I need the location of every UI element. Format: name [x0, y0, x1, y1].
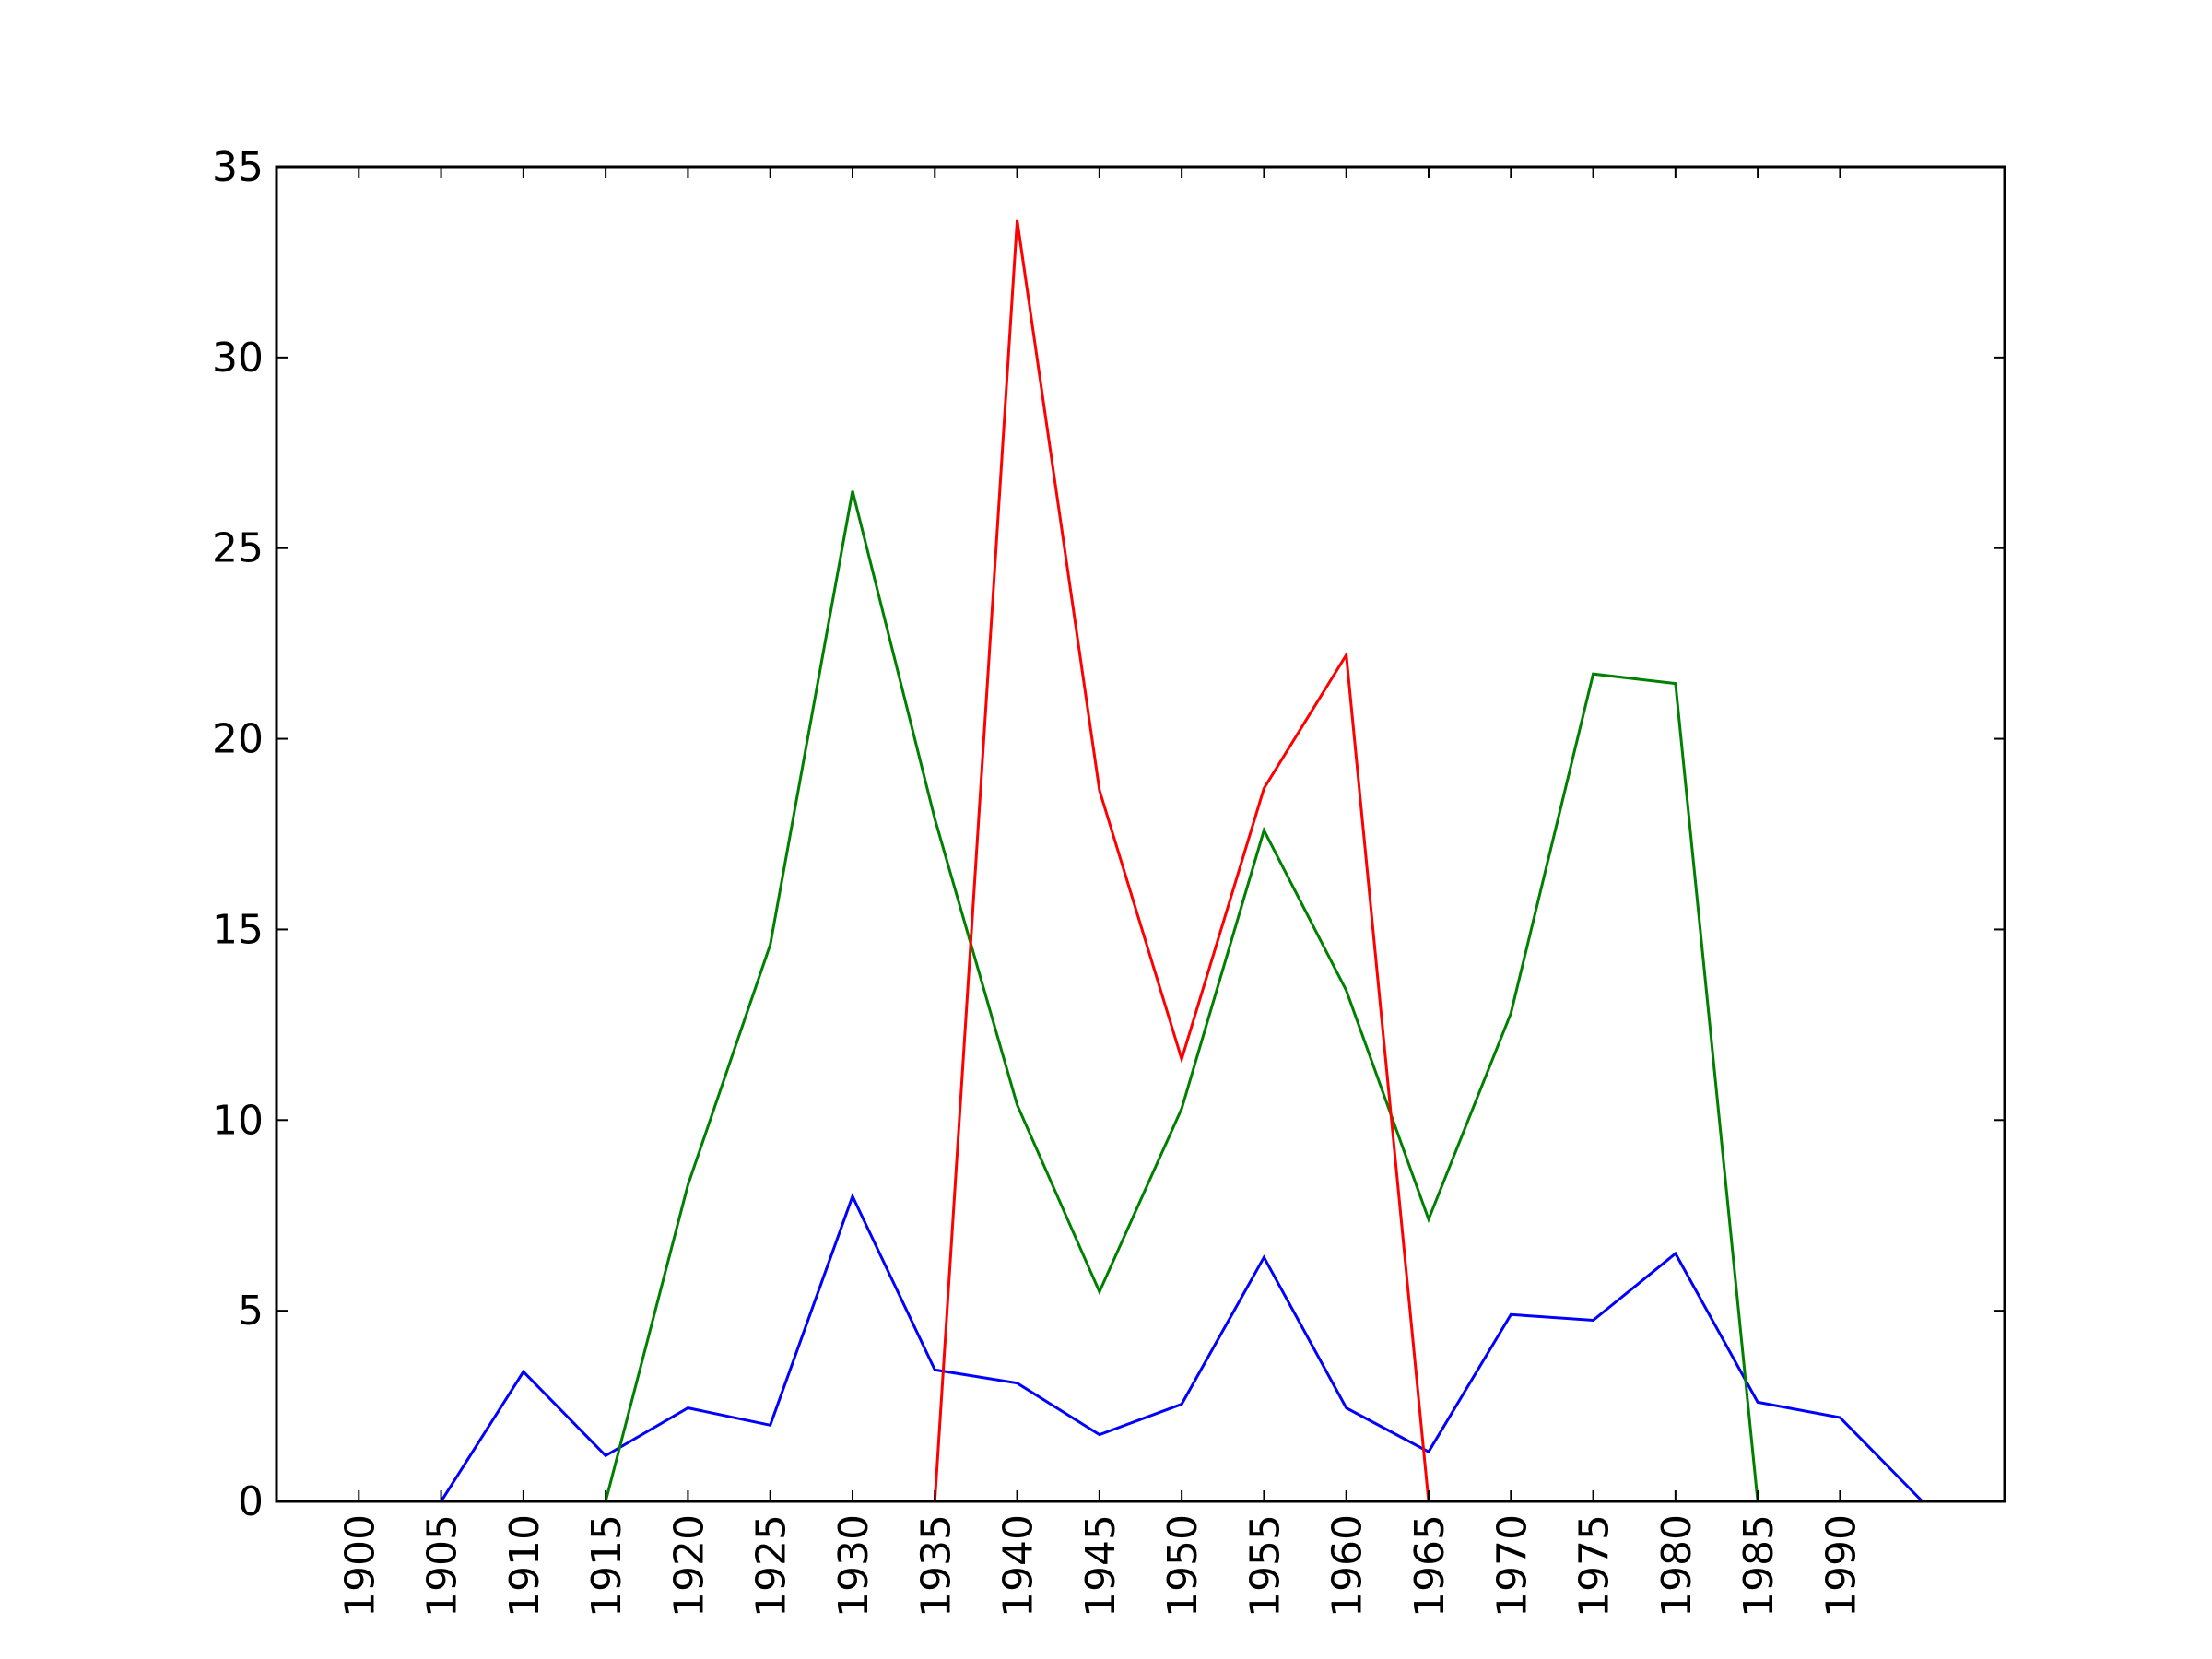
- x-tick-label: 1950: [1159, 1514, 1206, 1618]
- y-tick-label: 25: [212, 525, 264, 572]
- x-tick-label: 1925: [748, 1514, 795, 1618]
- x-tick-label: 1960: [1324, 1514, 1371, 1618]
- y-tick-label: 0: [238, 1478, 264, 1525]
- y-tick-label: 5: [238, 1288, 264, 1335]
- x-tick-label: 1970: [1488, 1514, 1535, 1618]
- x-tick-label: 1965: [1406, 1514, 1453, 1618]
- x-tick-label: 1920: [665, 1514, 712, 1618]
- x-tick-label: 1990: [1818, 1514, 1865, 1618]
- x-tick-label: 1900: [336, 1514, 383, 1618]
- x-tick-label: 1980: [1653, 1514, 1700, 1618]
- series-line-3: [359, 219, 1430, 1503]
- x-tick-label: 1935: [912, 1514, 959, 1618]
- labels-layer: 0 5 10 15 20 25 30 35 1900 1905 1910 1915 1920 1925 19…: [212, 144, 1865, 1618]
- ticks-layer: [276, 166, 2005, 1502]
- x-tick-label: 1985: [1735, 1514, 1783, 1618]
- x-tick-label: 1945: [1077, 1514, 1124, 1618]
- x-tick-label: 1930: [830, 1514, 877, 1618]
- x-tick-label: 1940: [995, 1514, 1042, 1618]
- y-tick-label: 15: [212, 906, 264, 953]
- x-tick-label: 1910: [501, 1514, 548, 1618]
- y-tick-label: 10: [212, 1097, 264, 1144]
- x-tick-label: 1955: [1241, 1514, 1288, 1618]
- x-tick-label: 1975: [1571, 1514, 1618, 1618]
- series-line-1: [359, 1193, 1924, 1503]
- y-tick-label: 35: [212, 144, 264, 191]
- series-layer: [359, 219, 1924, 1503]
- y-tick-label: 30: [212, 335, 264, 382]
- x-tick-label: 1915: [583, 1514, 630, 1618]
- series-line-2: [359, 490, 1759, 1503]
- y-tick-label: 20: [212, 716, 264, 763]
- x-tick-label: 1905: [419, 1514, 466, 1618]
- plot-frame: [275, 165, 2006, 1503]
